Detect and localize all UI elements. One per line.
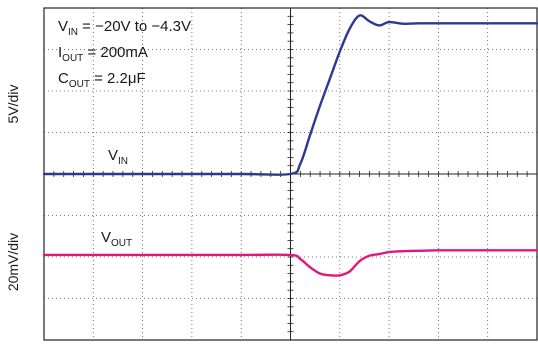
annotation-cout: COUT = 2.2μF (58, 70, 146, 90)
series-label-vout-sub: OUT (111, 238, 132, 249)
traces (42, 14, 538, 277)
annotation-vin-sub: IN (68, 27, 78, 38)
series-label-vin: VIN (108, 147, 128, 167)
y-scale-label-bottom: 20mV/div (5, 233, 21, 291)
annotation-iout-rest: = 200mA (83, 44, 148, 61)
series-line-vin (42, 14, 538, 176)
series-label-vin-sub: IN (118, 156, 128, 167)
annotation-vin: VIN = −20V to −4.3V (58, 18, 191, 38)
annotation-cout-main: C (58, 70, 69, 87)
series-label-vin-main: V (108, 147, 118, 164)
series-line-vout (42, 249, 538, 277)
series-label-vout: VOUT (101, 229, 132, 249)
annotation-cout-rest: = 2.2μF (90, 70, 146, 87)
annotation-iout-main: I (58, 44, 62, 61)
y-scale-label-top: 5V/div (5, 85, 21, 124)
annotation-cout-sub: OUT (69, 79, 90, 90)
annotation-iout: IOUT = 200mA (58, 44, 148, 64)
annotation-vin-rest: = −20V to −4.3V (78, 18, 191, 35)
series-label-vout-main: V (101, 229, 111, 246)
annotation-vin-main: V (58, 18, 68, 35)
annotation-iout-sub: OUT (62, 53, 83, 64)
